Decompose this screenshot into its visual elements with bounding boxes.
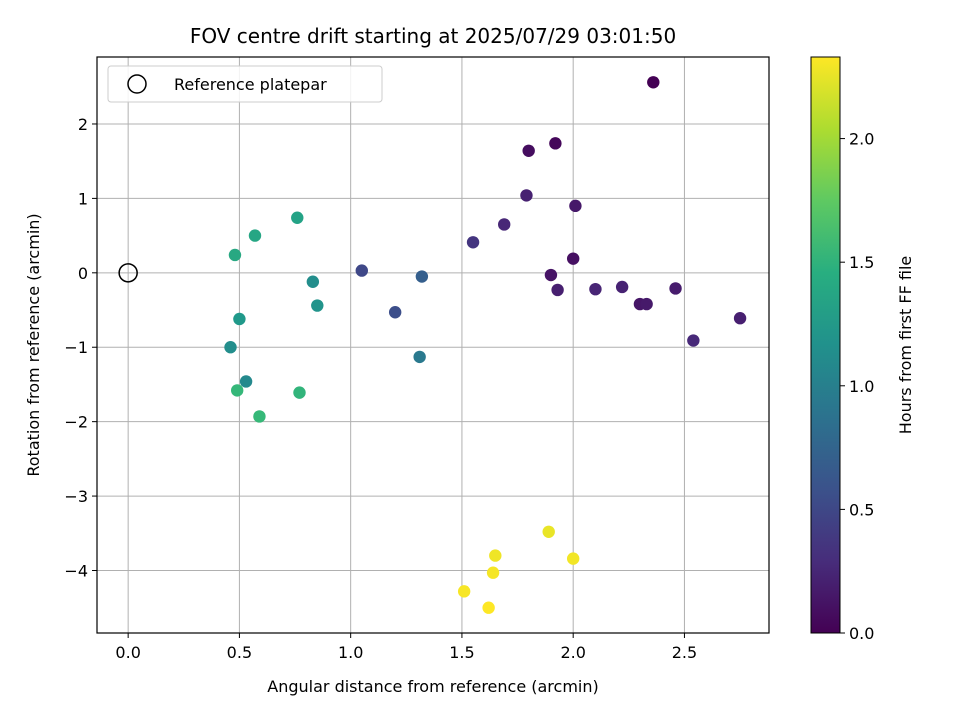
data-point [311, 299, 324, 312]
y-tick-label: −1 [64, 338, 88, 357]
data-point [569, 199, 582, 213]
data-point [291, 211, 304, 224]
data-point [647, 76, 660, 89]
data-point [482, 601, 495, 614]
y-axis-label: Rotation from reference (arcmin) [24, 213, 43, 476]
colorbar-label: Hours from first FF file [896, 256, 915, 435]
data-point [687, 334, 700, 347]
data-point [733, 312, 747, 325]
colorbar-tick-label: 0.0 [849, 624, 874, 643]
colorbar-tick-label: 2.0 [849, 130, 874, 149]
y-tick-label: −3 [64, 487, 88, 506]
legend: Reference platepar [107, 65, 383, 103]
x-ticks: 0.0 0.5 1.0 1.5 2.0 2.5 [115, 633, 697, 662]
data-point [615, 280, 629, 294]
data-point [551, 283, 564, 297]
data-point [233, 312, 246, 326]
data-point [669, 282, 682, 295]
data-point [293, 386, 306, 399]
data-point [589, 282, 602, 296]
data-point [239, 375, 253, 388]
data-points [224, 76, 747, 614]
data-point [230, 384, 244, 397]
data-point [566, 252, 580, 265]
legend-box [107, 65, 383, 103]
reference-marker [118, 263, 138, 283]
grid [97, 57, 769, 633]
colorbar-gradient [810, 56, 841, 634]
chart-title: FOV centre drift starting at 2025/07/29 … [190, 24, 676, 48]
colorbar-ticks: 0.0 0.5 1.0 1.5 2.0 [840, 130, 874, 643]
colorbar-tick-label: 1.0 [849, 377, 874, 396]
y-tick-label: 2 [78, 115, 88, 134]
x-tick-label: 0.0 [115, 643, 140, 662]
data-point [566, 552, 580, 565]
legend-entry-reference: Reference platepar [174, 75, 327, 94]
data-point [520, 189, 533, 202]
x-tick-label: 1.5 [449, 643, 474, 662]
data-point [253, 410, 266, 423]
data-point [542, 525, 555, 538]
data-point [248, 229, 262, 242]
data-point [224, 341, 237, 354]
x-axis-label: Angular distance from reference (arcmin) [267, 677, 598, 696]
data-point [498, 218, 511, 231]
data-point [355, 264, 368, 277]
data-point [228, 248, 242, 262]
x-tick-label: 0.5 [227, 643, 252, 662]
data-point [415, 270, 429, 283]
data-point [549, 137, 562, 150]
y-tick-label: −2 [64, 413, 88, 432]
data-point [486, 566, 500, 579]
y-tick-label: 0 [78, 264, 88, 283]
data-point [640, 297, 653, 311]
data-point [457, 585, 471, 598]
data-point [306, 275, 320, 288]
colorbar-tick-label: 0.5 [849, 500, 874, 519]
data-point [466, 236, 480, 249]
legend-marker-icon [127, 74, 147, 94]
y-ticks: −4 −3 −2 −1 0 1 2 [64, 115, 97, 580]
x-tick-label: 2.0 [560, 643, 585, 662]
data-point [413, 350, 426, 364]
x-tick-label: 1.0 [338, 643, 363, 662]
x-tick-label: 2.5 [672, 643, 697, 662]
data-point [544, 268, 558, 282]
colorbar: 0.0 0.5 1.0 1.5 2.0 Hours from first FF file [810, 56, 915, 643]
data-point [388, 306, 402, 319]
data-point [489, 549, 502, 562]
y-tick-label: −4 [64, 561, 88, 580]
data-point [522, 144, 535, 157]
plot-frame [96, 56, 770, 634]
y-tick-label: 1 [78, 189, 88, 208]
colorbar-tick-label: 1.5 [849, 253, 874, 272]
